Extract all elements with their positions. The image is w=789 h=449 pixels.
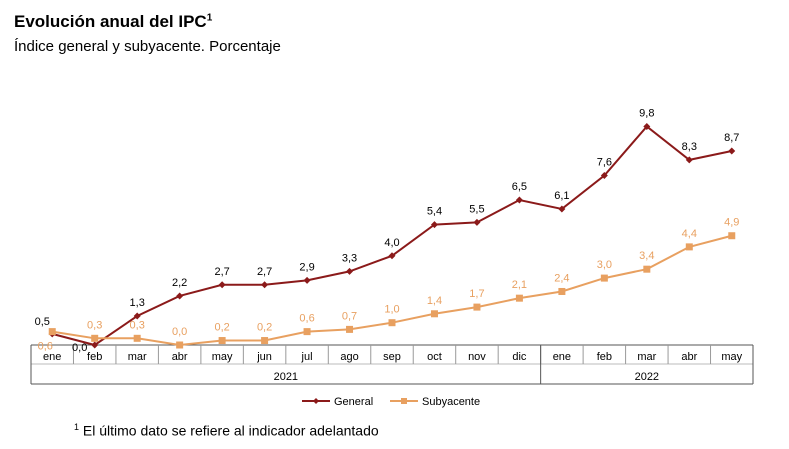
data-point-subyacente [218,337,226,345]
series-line-subyacente [52,234,733,347]
data-point-general [430,221,438,229]
data-label-subyacente: 0,6 [38,341,53,353]
data-point-subyacente [685,243,693,251]
data-label-general: 0,5 [35,316,50,328]
legend-marker-general [313,398,319,404]
x-tick-label: sep [383,351,401,363]
data-point-general [643,122,651,130]
footnote-sup: 1 [74,422,80,432]
data-label-subyacente: 1,0 [384,304,399,316]
data-label-subyacente: 0,7 [342,310,357,322]
data-point-general [303,276,311,284]
chart-title: Evolución anual del IPC1 [14,12,212,32]
legend-marker-subyacente [401,398,407,404]
x-tick-label: jun [256,351,272,363]
legend-label-general: General [334,396,373,408]
data-point-general [515,196,523,204]
data-label-subyacente: 0,2 [257,322,272,334]
x-tick-label: dic [512,351,527,363]
data-point-subyacente [48,328,56,336]
data-label-general: 5,4 [427,206,442,218]
x-tick-label: ene [43,351,61,363]
data-point-subyacente [261,337,269,345]
chart-title-text: Evolución anual del IPC [14,12,207,31]
data-point-general [261,281,269,289]
data-label-general: 2,7 [257,266,272,278]
data-point-subyacente [388,319,396,327]
data-label-subyacente: 3,4 [639,250,654,262]
data-label-subyacente: 0,0 [172,326,187,338]
x-tick-label: mar [637,351,656,363]
chart-subtitle: Índice general y subyacente. Porcentaje [14,38,281,55]
x-tick-label: feb [597,351,612,363]
data-point-subyacente [728,232,736,240]
data-point-general [218,281,226,289]
data-label-general: 6,1 [554,190,569,202]
data-label-subyacente: 2,1 [512,279,527,291]
data-label-subyacente: 0,3 [130,319,145,331]
data-point-general [558,205,566,213]
data-point-general [176,292,184,300]
x-tick-label: jul [301,351,313,363]
data-label-subyacente: 0,6 [299,313,314,325]
data-point-subyacente [473,303,481,311]
data-label-general: 0,0 [72,342,87,354]
data-point-general [91,341,99,349]
data-label-general: 6,5 [512,181,527,193]
data-point-subyacente [91,334,99,342]
x-tick-label: feb [87,351,102,363]
x-tick-label: ago [340,351,358,363]
data-label-general: 9,8 [639,107,654,119]
footnote: 1 El último dato se refiere al indicador… [74,422,379,439]
data-label-general: 8,7 [724,132,739,144]
x-tick-label: ene [553,351,571,363]
data-label-subyacente: 4,4 [682,228,697,240]
data-label-general: 2,2 [172,277,187,289]
footnote-text: El último dato se refiere al indicador a… [82,422,379,439]
data-point-subyacente [303,328,311,336]
data-label-subyacente: 1,4 [427,295,442,307]
data-label-general: 3,3 [342,252,357,264]
data-label-subyacente: 4,9 [724,217,739,229]
data-point-general [346,267,354,275]
data-label-subyacente: 2,4 [554,272,569,284]
x-tick-label: may [721,351,742,363]
data-point-general [685,156,693,164]
data-point-subyacente [176,341,184,349]
year-label-2022: 2022 [635,371,659,383]
data-label-general: 5,5 [469,203,484,215]
x-tick-label: oct [427,351,442,363]
data-point-general [600,172,608,180]
data-point-subyacente [133,334,141,342]
data-point-general [388,252,396,260]
data-point-general [728,147,736,155]
data-label-general: 7,6 [597,157,612,169]
data-point-subyacente [430,310,438,318]
x-tick-label: may [212,351,233,363]
x-tick-label: abr [681,351,697,363]
x-tick-label: mar [128,351,147,363]
data-label-general: 2,9 [299,261,314,273]
legend-label-subyacente: Subyacente [422,396,480,408]
x-tick-label: nov [468,351,486,363]
data-label-subyacente: 3,0 [597,259,612,271]
chart-title-sup: 1 [206,12,213,24]
data-label-general: 1,3 [130,297,145,309]
data-point-subyacente [600,274,608,282]
data-label-general: 8,3 [682,141,697,153]
data-point-general [133,312,141,320]
data-label-subyacente: 1,7 [469,288,484,300]
data-label-subyacente: 0,3 [87,319,102,331]
data-label-general: 2,7 [214,266,229,278]
data-point-subyacente [558,287,566,295]
data-label-general: 4,0 [384,237,399,249]
data-point-general [473,218,481,226]
data-label-subyacente: 0,2 [214,322,229,334]
data-point-subyacente [515,294,523,302]
data-point-subyacente [643,265,651,273]
x-tick-label: abr [172,351,188,363]
year-label-2021: 2021 [274,371,298,383]
data-point-subyacente [346,325,354,333]
